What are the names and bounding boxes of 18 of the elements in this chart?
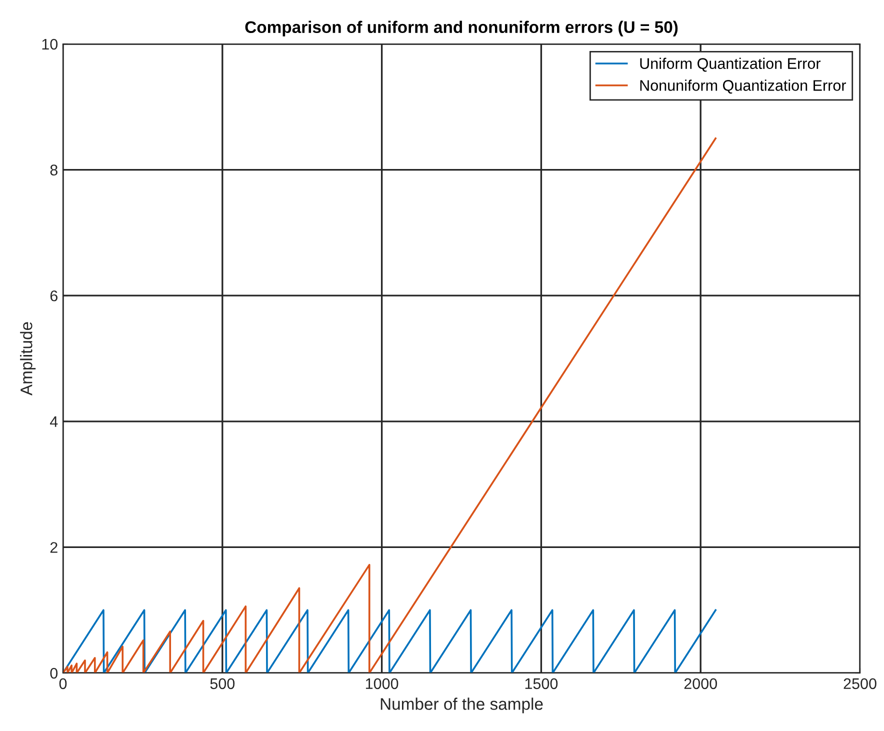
y-tick-label: 2 [50, 542, 58, 553]
x-tick-label: 2500 [844, 678, 876, 690]
x-tick-label: 1500 [525, 678, 558, 690]
y-axis-title: Amplitude [20, 322, 36, 396]
y-tick-label: 6 [50, 290, 58, 302]
x-tick-label: 500 [210, 678, 235, 690]
line-series [63, 137, 716, 673]
legend-label: Nonuniform Quantization Error [640, 80, 846, 94]
y-tick-label: 10 [42, 38, 58, 50]
x-tick-label: 2000 [684, 678, 717, 690]
legend-label: Uniform Quantization Error [640, 58, 821, 72]
chart-title: Comparison of uniform and nonuniform errors (U = 50) [245, 20, 678, 36]
x-tick-label: 1000 [366, 678, 398, 690]
y-tick-label: 8 [50, 164, 58, 176]
y-tick-label: 4 [50, 416, 58, 427]
x-axis-title: Number of the sample [380, 698, 543, 714]
y-tick-label: 0 [50, 668, 58, 679]
x-tick-label: 0 [59, 678, 67, 690]
